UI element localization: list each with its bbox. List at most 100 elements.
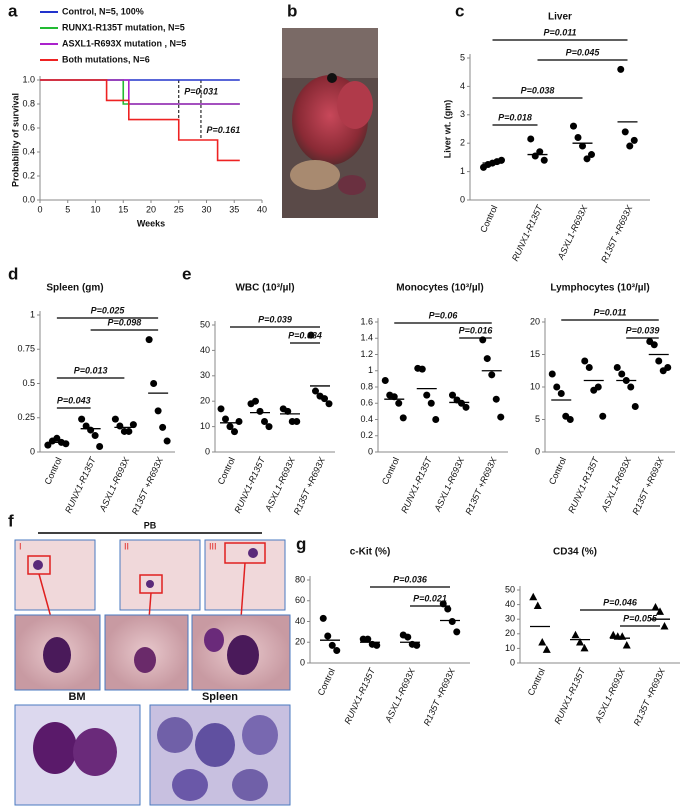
point xyxy=(553,383,561,391)
x-tick-label: RUNX1-R135T xyxy=(232,454,267,514)
x-tick-label: R135T +R693X xyxy=(422,666,458,728)
y-tick-label: 1.4 xyxy=(360,333,373,343)
point xyxy=(498,156,505,164)
x-tick-label: RUNX1-R135T xyxy=(552,665,587,725)
y-tick-label: 0 xyxy=(300,657,305,667)
point xyxy=(256,407,264,415)
x-tick-label: 25 xyxy=(174,204,184,214)
y-tick-label: 0.8 xyxy=(22,98,35,108)
y-tick-label: 60 xyxy=(295,595,305,605)
point xyxy=(581,357,589,365)
chart-title: Liver xyxy=(548,12,572,23)
x-tick-label: RUNX1-R135T xyxy=(342,665,377,725)
x-tick-label: RUNX1-R135T xyxy=(63,454,98,514)
x-tick-label: 35 xyxy=(229,204,239,214)
x-tick-label: R135T +R693X xyxy=(463,455,499,517)
x-tick-label: R135T +R693X xyxy=(632,666,668,728)
point xyxy=(540,156,548,164)
point xyxy=(651,603,660,611)
y-tick-label: 40 xyxy=(200,345,210,355)
image-label: PB xyxy=(144,520,157,530)
point xyxy=(557,390,565,397)
point xyxy=(432,416,440,423)
point xyxy=(617,65,625,73)
point xyxy=(618,370,626,378)
image-label: II xyxy=(124,541,129,551)
point xyxy=(252,397,259,405)
point xyxy=(333,647,341,655)
x-axis-title: Weeks xyxy=(137,218,165,228)
y-tick-label: 50 xyxy=(505,584,515,594)
y-tick-label: 0.0 xyxy=(22,194,35,204)
panel-label: c xyxy=(455,1,464,20)
point xyxy=(650,341,658,349)
point xyxy=(150,380,158,387)
p-value: P=0.045 xyxy=(566,47,601,57)
y-tick-label: 20 xyxy=(530,316,540,326)
p-value: P=0.043 xyxy=(57,395,91,405)
x-tick-label: 5 xyxy=(65,204,70,214)
x-tick-label: 0 xyxy=(37,204,42,214)
point xyxy=(626,142,634,150)
x-tick-label: ASXL1-R693X xyxy=(555,203,590,262)
x-tick-label: Control xyxy=(547,456,568,487)
survival-line xyxy=(40,79,240,162)
point xyxy=(453,628,461,636)
y-tick-label: 1.2 xyxy=(360,349,373,359)
point xyxy=(125,427,133,435)
point xyxy=(159,423,167,431)
y-tick-label: 0 xyxy=(368,446,373,456)
point xyxy=(527,135,535,143)
point xyxy=(399,414,407,422)
point xyxy=(307,331,315,339)
point xyxy=(265,423,273,431)
point xyxy=(444,605,452,613)
p-value: P=0.011 xyxy=(593,307,626,317)
point xyxy=(630,136,638,144)
point xyxy=(570,122,577,130)
point xyxy=(324,632,332,640)
point xyxy=(222,415,229,423)
point xyxy=(448,618,456,625)
x-tick-label: R135T +R693X xyxy=(599,203,635,265)
x-tick-label: Control xyxy=(216,456,237,487)
point xyxy=(488,371,496,379)
y-tick-label: 0 xyxy=(205,446,210,456)
point xyxy=(656,607,664,615)
x-tick-label: 30 xyxy=(201,204,211,214)
p-value: P=0.025 xyxy=(91,305,126,315)
y-tick-label: 1.0 xyxy=(22,74,35,84)
y-tick-label: 0.5 xyxy=(22,378,35,388)
y-tick-label: 0.4 xyxy=(360,414,373,424)
point xyxy=(78,415,86,423)
point xyxy=(566,416,574,423)
point xyxy=(312,387,319,395)
image-label: I xyxy=(19,541,22,551)
point xyxy=(373,641,381,649)
point xyxy=(129,421,137,429)
y-axis-title: Probability of survival xyxy=(10,93,20,187)
annotation: P=0.031 xyxy=(184,86,218,96)
point xyxy=(483,355,491,363)
y-axis-title: Liver wt. (gm) xyxy=(442,100,452,159)
x-tick-label: ASXL1-R693X xyxy=(263,455,298,514)
point xyxy=(571,630,580,639)
panel-label: a xyxy=(8,1,18,20)
point xyxy=(462,403,470,411)
point xyxy=(82,422,90,430)
panel-label: b xyxy=(287,1,297,20)
y-tick-label: 0.4 xyxy=(22,146,35,156)
point xyxy=(261,418,268,426)
point xyxy=(235,418,243,426)
point xyxy=(583,155,591,163)
y-tick-label: 0.8 xyxy=(360,381,373,391)
point xyxy=(458,399,465,407)
chart-title: Spleen (gm) xyxy=(46,283,103,294)
point xyxy=(145,336,153,344)
x-tick-label: Control xyxy=(380,456,401,487)
y-tick-label: 30 xyxy=(200,370,210,380)
p-value: P=0.055 xyxy=(623,613,658,623)
y-tick-label: 0 xyxy=(535,446,540,456)
x-tick-label: Control xyxy=(526,667,547,698)
